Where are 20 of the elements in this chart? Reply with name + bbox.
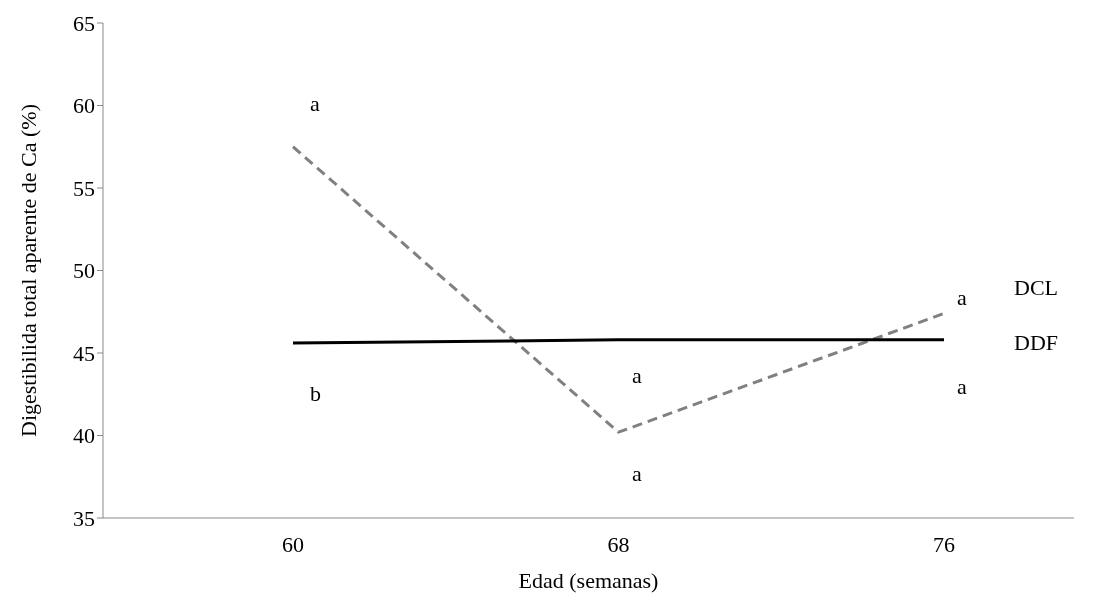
x-axis-title: Edad (semanas) — [518, 568, 659, 593]
annotation: a — [632, 461, 642, 486]
x-tick-label: 76 — [933, 531, 955, 557]
annotation: a — [632, 363, 642, 388]
text: DCL — [1014, 275, 1058, 301]
x-tick-label: 68 — [607, 531, 630, 557]
y-tick-label: 60 — [73, 93, 95, 119]
y-tick-label: 35 — [73, 505, 95, 531]
text: DDF — [1014, 329, 1059, 355]
annotation: a — [957, 374, 967, 399]
y-axis-title: Digestibilida total aparente de Ca (%) — [15, 104, 41, 437]
annotation: a — [957, 285, 967, 310]
y-tick-label: 45 — [73, 340, 95, 366]
y-tick-label: 50 — [73, 258, 95, 284]
annotation: a — [310, 91, 320, 116]
y-tick-label: 40 — [73, 423, 95, 449]
y-tick-label: 55 — [73, 175, 95, 201]
y-tick-label: 65 — [73, 10, 95, 36]
x-tick-label: 60 — [282, 531, 304, 557]
annotation: b — [310, 381, 321, 406]
